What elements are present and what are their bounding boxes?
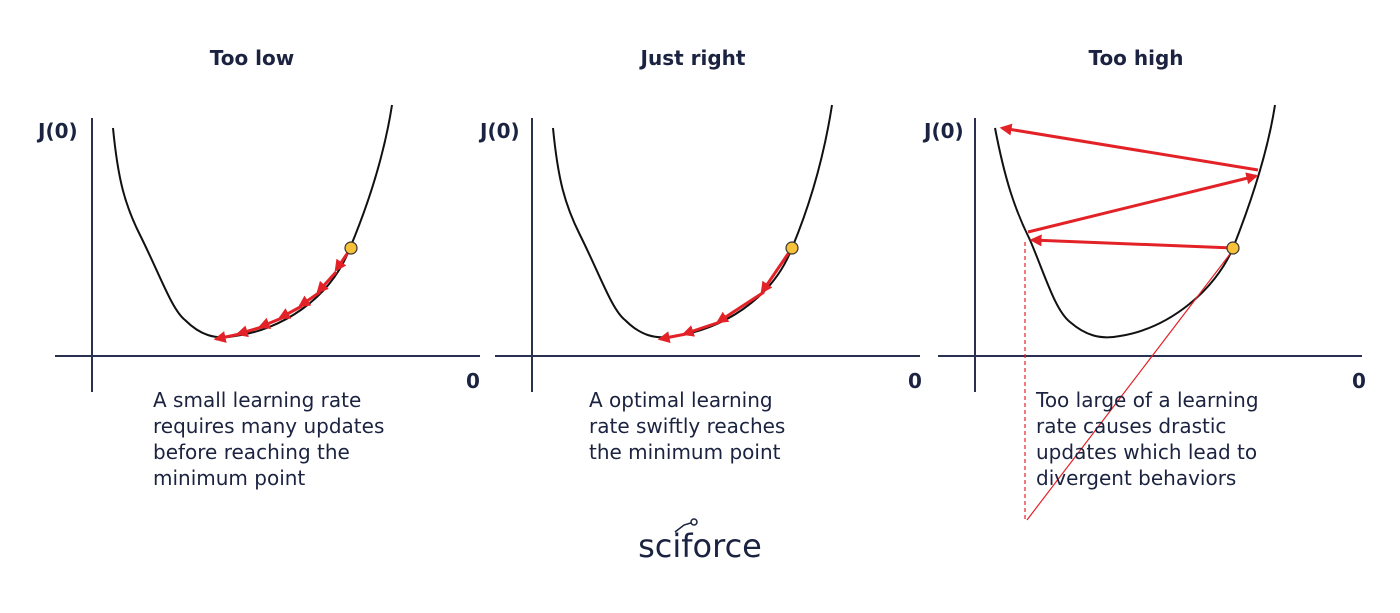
- x-label: 0: [1352, 369, 1366, 393]
- y-label: J(0): [922, 119, 964, 143]
- steps: [999, 123, 1259, 250]
- panel-title: Too high: [1088, 46, 1183, 70]
- caption: A optimal learning rate swiftly reaches …: [589, 388, 792, 464]
- logo: sciforce: [638, 518, 762, 565]
- x-label: 0: [466, 369, 480, 393]
- panel-just-right: Just right J(0) 0 A optimal learning rat…: [478, 46, 922, 464]
- panel-title: Too low: [210, 46, 295, 70]
- cost-curve: [112, 104, 393, 339]
- logo-text: sciforce: [638, 527, 762, 565]
- guide-line: [1026, 253, 1231, 521]
- panel-title: Just right: [639, 46, 746, 70]
- start-point: [1226, 241, 1240, 255]
- panel-too-low: Too low J(0) 0 A small learning rate req…: [36, 46, 480, 490]
- panel-too-high: Too high J(0) 0 Too large of a learning …: [922, 46, 1366, 521]
- caption: Too large of a learning rate causes dras…: [1035, 388, 1265, 490]
- cost-curve: [994, 104, 1276, 339]
- y-label: J(0): [478, 119, 520, 143]
- steps: [213, 247, 353, 343]
- y-label: J(0): [36, 119, 78, 143]
- start-point: [785, 241, 799, 255]
- caption: A small learning rate requires many upda…: [153, 388, 391, 490]
- cost-curve: [552, 104, 833, 339]
- start-point: [344, 241, 358, 255]
- x-label: 0: [908, 369, 922, 393]
- steps: [657, 247, 794, 344]
